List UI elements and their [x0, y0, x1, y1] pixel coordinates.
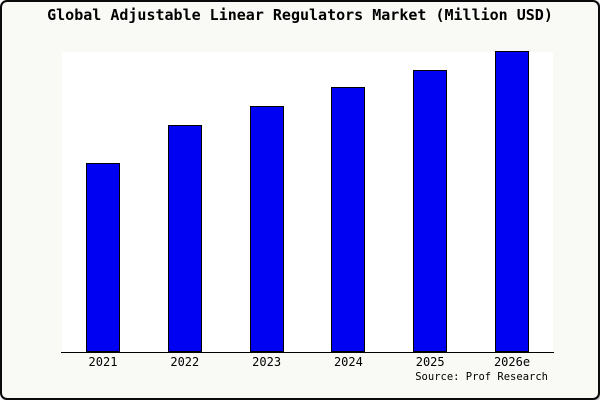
bar-2024 — [331, 87, 366, 352]
x-tick-label-2023: 2023 — [252, 355, 282, 369]
x-tick-label-2024: 2024 — [333, 355, 363, 369]
x-axis-labels: 2021 2022 2023 2024 2025 2026e — [2, 355, 598, 371]
x-tick-label-2021: 2021 — [88, 355, 118, 369]
bar-2023 — [249, 106, 284, 352]
bar-2021 — [86, 163, 120, 352]
source-credit: Source: Prof Research — [415, 371, 548, 383]
bar-2025 — [413, 70, 448, 352]
bar-2026e — [495, 51, 529, 352]
chart-title: Global Adjustable Linear Regulators Mark… — [47, 6, 553, 24]
bar-2022 — [167, 125, 202, 352]
x-tick-label-2026e: 2026e — [493, 355, 531, 369]
plot-area — [62, 51, 553, 352]
x-tick-label-2022: 2022 — [170, 355, 200, 369]
x-tick-label-2025: 2025 — [415, 355, 445, 369]
x-axis-line — [61, 351, 554, 353]
